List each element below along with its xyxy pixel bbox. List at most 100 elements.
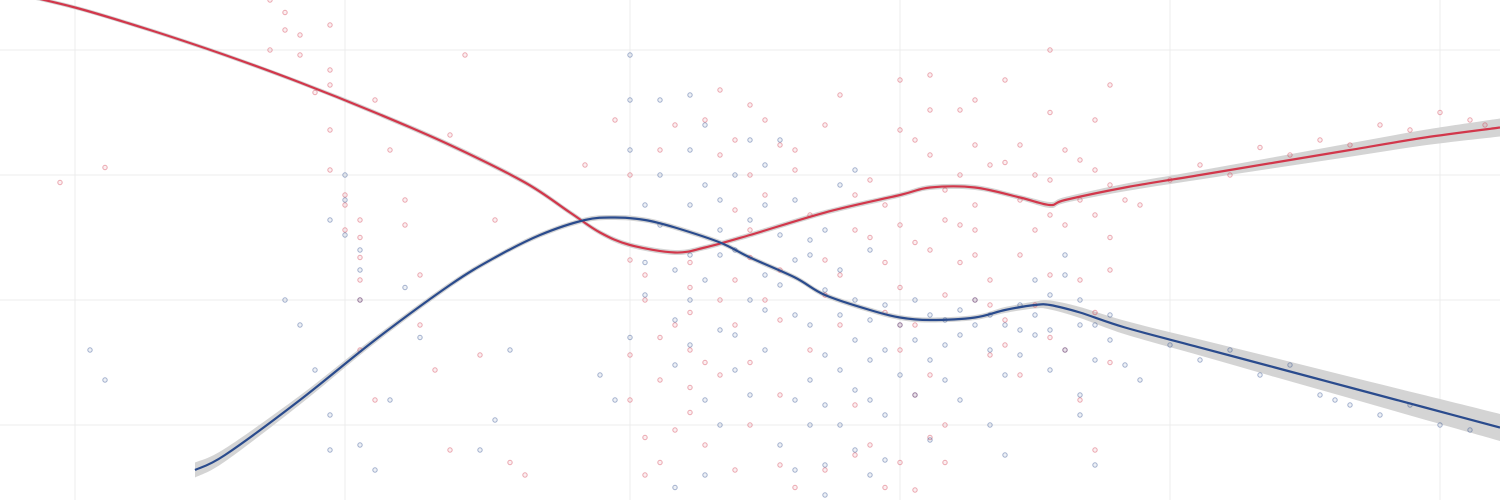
point-s1-119 <box>1332 397 1338 403</box>
point-s1-138 <box>1002 452 1008 458</box>
point-s1-26 <box>627 147 633 153</box>
point-s1-97 <box>1002 322 1008 328</box>
point-s0-185 <box>747 359 753 366</box>
point-s0-178 <box>792 484 798 491</box>
point-s1-87 <box>927 312 933 318</box>
point-s1-115 <box>1227 347 1233 353</box>
point-s1-37 <box>687 92 693 98</box>
point-s0-122 <box>1077 197 1083 203</box>
point-s1-147 <box>717 227 723 233</box>
point-s1-126 <box>762 202 768 208</box>
point-s1-0 <box>87 347 93 353</box>
point-s1-140 <box>1077 412 1083 418</box>
point-s1-96 <box>987 347 993 353</box>
point-s1-151 <box>912 392 918 398</box>
point-s1-76 <box>852 387 858 393</box>
trend-line-0 <box>39 0 1500 254</box>
point-s0-142 <box>792 147 798 153</box>
point-s1-7 <box>342 232 348 238</box>
point-s0-79 <box>852 452 858 458</box>
point-s0-72 <box>762 192 768 198</box>
point-s1-77 <box>867 247 873 253</box>
point-s1-156 <box>1077 297 1083 303</box>
point-s1-23 <box>612 397 618 403</box>
point-s1-49 <box>717 422 723 428</box>
point-s0-85 <box>912 322 918 328</box>
point-s1-29 <box>642 292 648 298</box>
point-s1-159 <box>807 422 813 428</box>
point-s0-30 <box>432 367 438 373</box>
point-s0-41 <box>627 257 633 263</box>
point-s0-111 <box>912 137 918 143</box>
point-s0-152 <box>972 227 978 233</box>
scatter-points <box>57 0 1488 498</box>
point-s0-137 <box>1467 117 1473 123</box>
point-s1-1 <box>102 377 108 383</box>
point-s0-90 <box>957 222 963 228</box>
point-s0-82 <box>897 222 903 228</box>
point-s0-159 <box>717 87 723 93</box>
point-s0-161 <box>777 142 783 148</box>
point-s1-24 <box>627 52 633 58</box>
point-s0-48 <box>657 377 663 383</box>
point-s0-87 <box>942 422 948 428</box>
point-s0-99 <box>1062 147 1068 153</box>
point-s1-20 <box>492 417 498 423</box>
point-s0-106 <box>867 234 873 241</box>
point-s1-66 <box>822 287 828 293</box>
point-s0-189 <box>927 72 933 78</box>
point-s0-60 <box>702 442 708 448</box>
point-s1-92 <box>957 332 963 338</box>
point-s1-106 <box>1062 347 1068 353</box>
point-s1-114 <box>1197 357 1203 363</box>
point-s1-57 <box>762 272 768 278</box>
point-s0-166 <box>972 142 978 148</box>
point-s0-61 <box>717 297 723 303</box>
point-s0-14 <box>342 192 348 198</box>
point-s1-22 <box>597 372 603 378</box>
point-s0-54 <box>687 284 693 291</box>
point-s1-43 <box>702 122 708 128</box>
point-s0-93 <box>987 352 993 358</box>
point-s0-5 <box>282 27 288 33</box>
point-s1-48 <box>717 327 723 333</box>
point-s0-86 <box>927 372 933 378</box>
point-s0-130 <box>1257 144 1263 151</box>
point-s1-27 <box>642 202 648 208</box>
point-s1-19 <box>477 447 483 453</box>
point-s1-11 <box>342 197 348 203</box>
point-s0-23 <box>372 397 378 403</box>
point-s1-162 <box>672 484 678 491</box>
point-s0-154 <box>1002 342 1008 348</box>
point-s1-44 <box>702 182 708 188</box>
point-s0-66 <box>747 422 753 428</box>
point-s1-146 <box>717 252 723 258</box>
point-s1-90 <box>942 342 948 348</box>
point-s0-148 <box>897 322 903 328</box>
point-s0-147 <box>867 442 873 448</box>
point-s1-111 <box>1122 362 1128 368</box>
point-s1-125 <box>747 137 753 143</box>
point-s0-20 <box>357 217 363 223</box>
point-s0-175 <box>897 459 903 466</box>
point-s0-94 <box>1002 159 1008 166</box>
point-s1-52 <box>732 367 738 373</box>
point-s0-12 <box>327 127 333 133</box>
point-s0-119 <box>1032 172 1038 178</box>
point-s1-53 <box>747 217 753 223</box>
point-s0-63 <box>732 277 738 283</box>
point-s0-15 <box>357 234 363 241</box>
point-s0-50 <box>672 322 678 328</box>
point-s0-33 <box>447 132 453 138</box>
point-s0-6 <box>297 32 303 38</box>
point-s1-141 <box>1092 462 1098 468</box>
point-s0-49 <box>672 427 678 433</box>
point-s1-158 <box>1107 337 1113 343</box>
point-s0-116 <box>987 277 993 283</box>
point-s0-174 <box>882 484 888 491</box>
point-s0-118 <box>1017 372 1023 378</box>
point-s0-16 <box>357 254 363 261</box>
point-s1-131 <box>837 422 843 428</box>
point-s1-152 <box>942 377 948 383</box>
point-s1-143 <box>777 282 783 288</box>
